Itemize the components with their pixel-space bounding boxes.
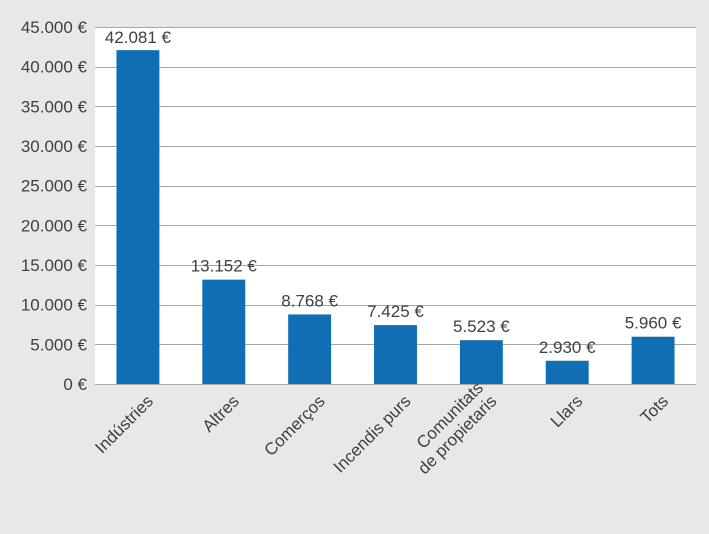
x-category-label: Tots xyxy=(637,392,672,427)
y-tick-label: 35.000 € xyxy=(21,97,88,116)
y-tick-label: 25.000 € xyxy=(21,177,88,196)
bar xyxy=(374,325,417,384)
data-label: 5.960 € xyxy=(625,314,682,333)
y-tick-label: 45.000 € xyxy=(21,18,88,37)
x-category-label: Llars xyxy=(547,392,586,431)
bar xyxy=(459,340,503,384)
y-tick-label: 10.000 € xyxy=(21,296,88,315)
bar xyxy=(631,336,675,384)
x-category-label: Indústries xyxy=(91,392,157,458)
y-tick-label: 40.000 € xyxy=(21,58,88,77)
y-tick-label: 0 € xyxy=(63,375,87,394)
x-category-label: Incendis purs xyxy=(330,392,415,477)
y-tick-label: 15.000 € xyxy=(21,256,88,275)
x-category-label-line: Altres xyxy=(199,392,243,436)
y-tick-label: 30.000 € xyxy=(21,137,88,156)
x-category-label-line: Tots xyxy=(637,392,672,427)
x-category-label-line: Incendis purs xyxy=(330,392,415,477)
x-category-label-line: Indústries xyxy=(91,392,157,458)
x-category-label-line: Comerços xyxy=(261,392,329,460)
y-tick-label: 5.000 € xyxy=(30,335,87,354)
data-label: 8.768 € xyxy=(281,291,338,310)
bar xyxy=(202,279,246,384)
bar xyxy=(545,360,589,384)
data-labels: 42.081 € 13.152 € 8.768 € 7.425 € 5.523 € 2.9… xyxy=(105,28,682,357)
y-tick-label: 20.000 € xyxy=(21,216,88,235)
data-label: 42.081 € xyxy=(105,28,172,47)
data-label: 5.523 € xyxy=(453,317,510,336)
data-label: 7.425 € xyxy=(367,302,424,321)
y-axis-tick-labels: 0 € 5.000 € 10.000 € 15.000 € 20.000 € 25.000… xyxy=(21,18,88,394)
x-category-label: Altres xyxy=(199,392,243,436)
bar xyxy=(116,50,160,384)
plot-area xyxy=(95,27,696,384)
x-category-label-line: Llars xyxy=(547,392,586,431)
x-axis-category-labels: Indústries Altres Comerços Incendis pursCom… xyxy=(91,378,672,478)
bars xyxy=(116,50,675,384)
x-category-label: Comerços xyxy=(261,392,329,460)
data-label: 13.152 € xyxy=(191,257,258,276)
bar xyxy=(288,314,332,384)
data-label: 2.930 € xyxy=(539,338,596,357)
